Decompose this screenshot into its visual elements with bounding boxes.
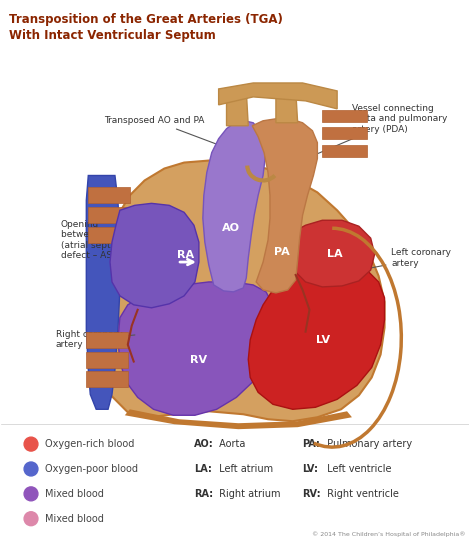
Text: AO:: AO: (194, 439, 214, 449)
Polygon shape (290, 220, 374, 287)
Polygon shape (88, 208, 130, 223)
Text: Mixed blood: Mixed blood (45, 489, 104, 499)
Text: Oxygen-rich blood: Oxygen-rich blood (45, 439, 134, 449)
Polygon shape (110, 203, 199, 308)
Polygon shape (322, 127, 367, 139)
Text: Right atrium: Right atrium (216, 489, 280, 499)
Text: LA: LA (328, 249, 343, 259)
Text: Oxygen-poor blood: Oxygen-poor blood (45, 464, 138, 474)
Polygon shape (125, 409, 352, 429)
Circle shape (24, 487, 38, 501)
Text: Right coronary
artery: Right coronary artery (56, 330, 135, 350)
Polygon shape (219, 83, 337, 109)
Text: Opening
between atria
(atrial septal
defect – ASD): Opening between atria (atrial septal def… (61, 220, 157, 260)
Polygon shape (276, 89, 298, 123)
Text: Left coronary
artery: Left coronary artery (312, 248, 451, 280)
Polygon shape (227, 91, 248, 126)
Polygon shape (203, 121, 265, 292)
Text: PA:: PA: (302, 439, 320, 449)
Text: LA:: LA: (194, 464, 212, 474)
Polygon shape (86, 332, 128, 347)
Polygon shape (248, 264, 384, 409)
Text: Transposed AO and PA: Transposed AO and PA (104, 117, 226, 147)
Text: Pulmonary artery: Pulmonary artery (324, 439, 412, 449)
Polygon shape (88, 160, 384, 421)
Text: PA: PA (274, 247, 290, 257)
Text: Aorta: Aorta (216, 439, 245, 449)
Polygon shape (88, 188, 130, 203)
Polygon shape (86, 176, 120, 409)
Polygon shape (118, 282, 276, 415)
Circle shape (24, 512, 38, 526)
Text: With Intact Ventricular Septum: With Intact Ventricular Septum (9, 29, 216, 42)
Text: RA:: RA: (194, 489, 213, 499)
Polygon shape (322, 145, 367, 157)
Text: LV: LV (316, 334, 330, 345)
Text: Right ventricle: Right ventricle (324, 489, 399, 499)
Text: AO: AO (221, 223, 239, 233)
Text: RA: RA (177, 250, 195, 260)
Text: Transposition of the Great Arteries (TGA): Transposition of the Great Arteries (TGA… (9, 14, 283, 27)
Circle shape (24, 437, 38, 451)
Text: Mixed blood: Mixed blood (45, 514, 104, 524)
Polygon shape (252, 119, 318, 293)
Text: RV: RV (191, 354, 208, 365)
Polygon shape (86, 371, 128, 388)
Polygon shape (322, 110, 367, 122)
Text: Vessel connecting
aorta and pulmonary
artery (PDA): Vessel connecting aorta and pulmonary ar… (281, 104, 447, 170)
Text: LV:: LV: (302, 464, 319, 474)
Polygon shape (86, 352, 128, 367)
Circle shape (24, 462, 38, 476)
Text: © 2014 The Children’s Hospital of Philadelphia®: © 2014 The Children’s Hospital of Philad… (312, 531, 465, 537)
Text: RV:: RV: (302, 489, 321, 499)
Text: Left atrium: Left atrium (216, 464, 273, 474)
Polygon shape (88, 227, 130, 243)
Text: Left ventricle: Left ventricle (324, 464, 392, 474)
